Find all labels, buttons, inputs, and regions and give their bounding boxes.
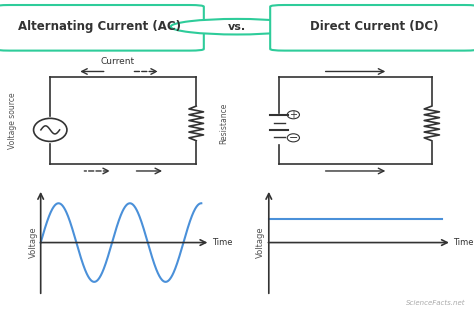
Text: Voltage: Voltage [29,227,37,258]
Circle shape [287,111,300,119]
Circle shape [34,118,67,142]
Text: Time: Time [212,238,232,247]
Text: Current: Current [101,57,135,66]
Circle shape [287,134,300,142]
Text: Alternating Current (AC): Alternating Current (AC) [18,20,181,33]
Text: ScienceFacts.net: ScienceFacts.net [406,299,465,306]
Circle shape [171,19,303,35]
Text: Time: Time [454,238,474,247]
FancyBboxPatch shape [0,5,204,51]
Text: −: − [289,133,298,143]
Text: Voltage source: Voltage source [8,92,17,149]
Text: Resistance: Resistance [219,103,228,144]
Text: Direct Current (DC): Direct Current (DC) [310,20,439,33]
Text: vs.: vs. [228,22,246,32]
Text: Voltage: Voltage [256,227,265,258]
FancyBboxPatch shape [270,5,474,51]
Text: +: + [289,110,297,120]
